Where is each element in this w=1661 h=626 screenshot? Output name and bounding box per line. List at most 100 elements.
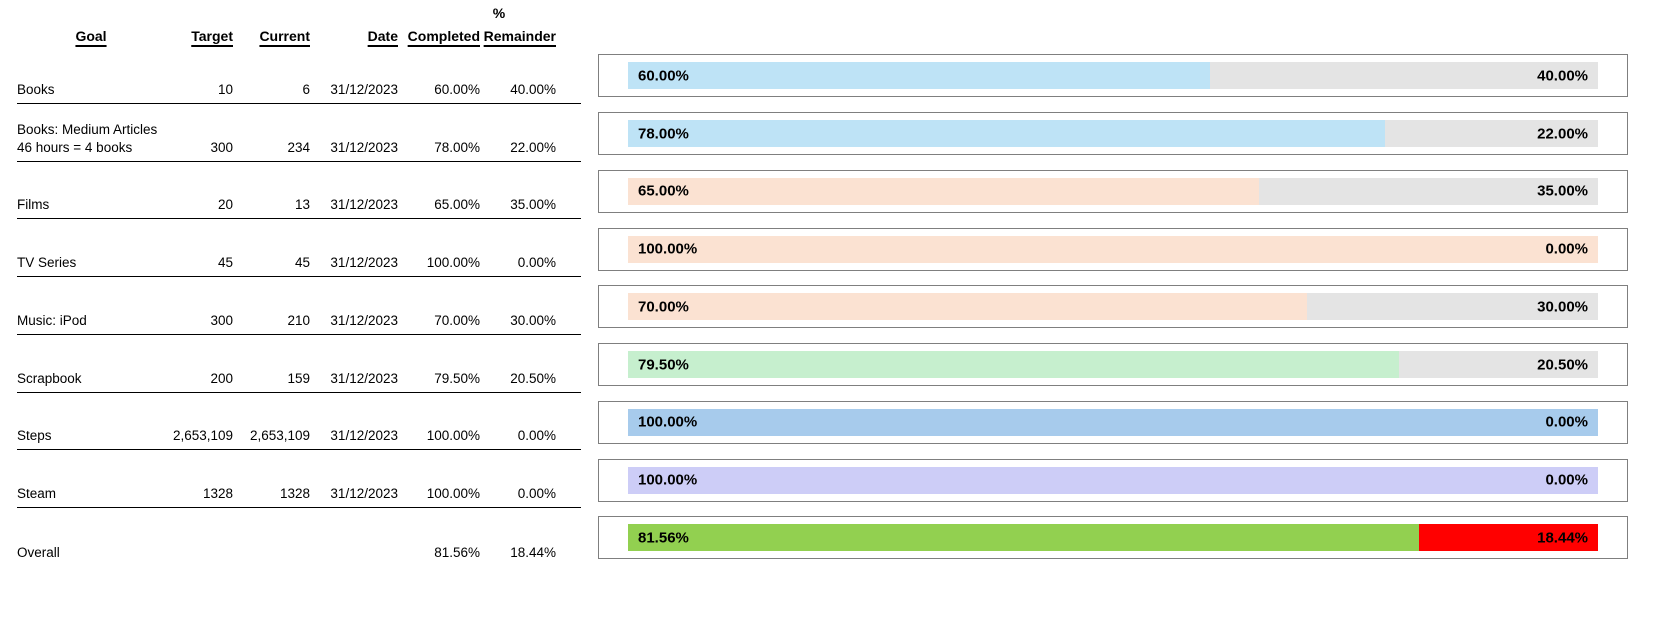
table-row: Books 10 6 31/12/2023 60.00% 40.00% [17,46,581,104]
completed-bar-label: 100.00% [638,471,698,489]
remainder-value: 30.00% [510,312,556,328]
goal-rows: Books 10 6 31/12/2023 60.00% 40.00% 60.0… [0,46,1661,566]
table-row: Music: iPod 300 210 31/12/2023 70.00% 30… [17,277,581,335]
completed-value: 70.00% [434,312,480,328]
header-percent-symbol: % [492,5,506,21]
remainder-bar-label: 0.00% [1545,240,1588,258]
goal-label: Films [17,197,50,213]
current-value: 6 [302,81,310,97]
goal-row: Scrapbook 200 159 31/12/2023 79.50% 20.5… [0,335,1661,393]
table-row: Steam 1328 1328 31/12/2023 100.00% 0.00% [17,450,581,508]
goal-row: Books: Medium Articles 46 hours = 4 book… [0,104,1661,162]
progress-bar: 65.00% 35.00% [628,177,1598,205]
date-value: 31/12/2023 [330,312,398,328]
table-row: Steps 2,653,109 2,653,109 31/12/2023 100… [17,393,581,451]
goal-label: Overall [17,544,60,560]
goal-sublabel: 46 hours = 4 books [17,139,133,155]
progress-chart-frame: 100.00% 0.00% [598,400,1628,444]
target-value: 200 [210,370,233,386]
completed-value: 78.00% [434,139,480,155]
goal-row: Music: iPod 300 210 31/12/2023 70.00% 30… [0,277,1661,335]
completed-bar-label: 100.00% [638,240,698,258]
progress-bar: 79.50% 20.50% [628,351,1598,378]
remainder-bar-label: 0.00% [1545,413,1588,431]
completed-value: 100.00% [426,486,480,501]
progress-chart-frame: 100.00% 0.00% [598,458,1628,502]
goal-label: Steps [17,428,52,444]
goal-cell: Steps [17,427,165,445]
current-value: 1328 [279,486,310,501]
completed-bar-label: 100.00% [638,413,698,431]
target-value: 2,653,109 [172,428,233,444]
goal-cell: Books [17,81,165,99]
goal-label: Books: Medium Articles [17,121,158,137]
date-value: 31/12/2023 [330,255,398,270]
current-value: 13 [294,197,310,213]
completed-bar-label: 81.56% [638,529,689,547]
progress-fill [628,524,1420,552]
progress-chart-frame: 79.50% 20.50% [598,343,1628,386]
header-current: Current [259,28,310,44]
goal-label: Music: iPod [17,312,87,328]
goal-cell: TV Series [17,254,165,272]
progress-chart-frame: 81.56% 18.44% [598,516,1628,560]
table-row: TV Series 45 45 31/12/2023 100.00% 0.00% [17,219,581,277]
remainder-value: 20.50% [510,370,556,386]
progress-bar: 100.00% 0.00% [628,408,1598,436]
goal-row: Steps 2,653,109 2,653,109 31/12/2023 100… [0,393,1661,451]
goal-cell: Scrapbook [17,370,165,388]
current-value: 234 [287,139,310,155]
table-header-row: Goal Target Current Date Completed Remai… [17,28,581,44]
current-value: 2,653,109 [249,428,310,444]
table-header: % Goal Target Current Date Completed Rem… [17,0,581,46]
goal-cell: Music: iPod [17,312,165,330]
current-value: 45 [294,255,310,270]
goal-cell: Books: Medium Articles 46 hours = 4 book… [17,121,165,157]
current-value: 159 [287,370,310,386]
completed-value: 100.00% [426,428,480,444]
target-value: 300 [210,139,233,155]
date-value: 31/12/2023 [330,428,398,444]
goal-cell: Steam [17,485,165,503]
progress-chart-frame: 78.00% 22.00% [598,112,1628,155]
progress-remainder [1384,120,1598,147]
progress-fill [628,293,1307,321]
goal-row: Books 10 6 31/12/2023 60.00% 40.00% 60.0… [0,46,1661,104]
progress-fill [628,177,1259,205]
target-value: 10 [217,81,233,97]
table-row: Films 20 13 31/12/2023 65.00% 35.00% [17,162,581,220]
remainder-value: 18.44% [510,544,556,560]
progress-fill [628,120,1385,147]
completed-value: 60.00% [434,81,480,97]
date-value: 31/12/2023 [330,81,398,97]
progress-fill [628,408,1598,436]
header-completed: Completed [407,28,480,44]
remainder-value: 40.00% [510,81,556,97]
goal-row: Overall 81.56% 18.44% 81.56% 18.44% [0,508,1661,566]
goal-label: Steam [17,486,57,501]
target-value: 300 [210,312,233,328]
goal-label: Books [17,81,55,97]
completed-value: 81.56% [434,544,480,560]
completed-value: 79.50% [434,370,480,386]
header-remainder: Remainder [483,28,556,44]
completed-bar-label: 70.00% [638,298,689,316]
table-row: Books: Medium Articles 46 hours = 4 book… [17,104,581,162]
progress-fill [628,351,1400,378]
goal-row: Films 20 13 31/12/2023 65.00% 35.00% 65.… [0,162,1661,220]
goal-cell: Films [17,196,165,214]
progress-remainder [1258,177,1598,205]
table-row: Overall 81.56% 18.44% [17,508,581,566]
progress-chart-frame: 65.00% 35.00% [598,169,1628,213]
progress-remainder [1419,524,1598,552]
date-value: 31/12/2023 [330,370,398,386]
current-value: 210 [287,312,310,328]
completed-value: 100.00% [426,255,480,270]
progress-chart-frame: 100.00% 0.00% [598,227,1628,271]
progress-bar: 70.00% 30.00% [628,293,1598,321]
remainder-value: 22.00% [510,139,556,155]
goal-label: Scrapbook [17,370,82,386]
progress-chart-frame: 70.00% 30.00% [598,285,1628,329]
date-value: 31/12/2023 [330,486,398,501]
